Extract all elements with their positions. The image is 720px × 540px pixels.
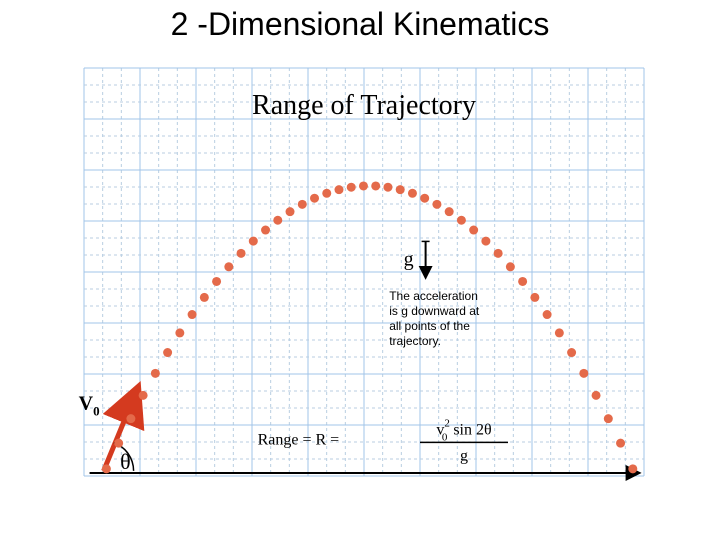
- trajectory-point: [212, 277, 221, 286]
- trajectory-point: [408, 189, 417, 198]
- trajectory-point: [371, 181, 380, 190]
- trajectory-point: [286, 207, 295, 216]
- trajectory-point: [469, 226, 478, 235]
- trajectory-point: [151, 369, 160, 378]
- trajectory-point: [616, 439, 625, 448]
- trajectory-point: [126, 414, 135, 423]
- acceleration-note: all points of the: [389, 319, 470, 333]
- trajectory-point: [396, 185, 405, 194]
- trajectory-point: [224, 262, 233, 271]
- acceleration-note: is g downward at: [389, 304, 480, 318]
- theta-label: θ: [120, 449, 131, 474]
- trajectory-point: [334, 185, 343, 194]
- trajectory-point: [347, 183, 356, 192]
- trajectory-point: [628, 464, 637, 473]
- page-title: 2 -Dimensional Kinematics: [0, 6, 720, 43]
- range-eq-numerator: v20 sin 2θ: [436, 417, 491, 443]
- trajectory-point: [175, 328, 184, 337]
- trajectory-point: [543, 310, 552, 319]
- trajectory-point: [359, 181, 368, 190]
- trajectory-point: [261, 226, 270, 235]
- acceleration-note: trajectory.: [389, 334, 441, 348]
- trajectory-point: [310, 194, 319, 203]
- trajectory-point: [432, 200, 441, 209]
- trajectory-point: [592, 391, 601, 400]
- trajectory-point: [604, 414, 613, 423]
- range-eq-denominator: g: [460, 447, 468, 464]
- trajectory-point: [237, 249, 246, 258]
- trajectory-point: [506, 262, 515, 271]
- trajectory-point: [481, 237, 490, 246]
- trajectory-point: [139, 391, 148, 400]
- trajectory-point: [163, 348, 172, 357]
- trajectory-point: [322, 189, 331, 198]
- trajectory-point: [420, 194, 429, 203]
- trajectory-point: [530, 293, 539, 302]
- trajectory-point: [567, 348, 576, 357]
- trajectory-point: [457, 216, 466, 225]
- trajectory-point: [518, 277, 527, 286]
- v0-label: V0: [79, 393, 100, 419]
- trajectory-point: [579, 369, 588, 378]
- trajectory-point: [188, 310, 197, 319]
- figure-title: Range of Trajectory: [252, 90, 476, 121]
- g-label: g: [404, 248, 414, 270]
- trajectory-point: [445, 207, 454, 216]
- trajectory-point: [249, 237, 258, 246]
- trajectory-point: [114, 439, 123, 448]
- range-eq-left: Range = R =: [258, 431, 340, 448]
- trajectory-point: [200, 293, 209, 302]
- trajectory-figure: Range of Trajectory V0 θ g The accelerationi…: [74, 58, 654, 504]
- trajectory-point: [273, 216, 282, 225]
- trajectory-point: [383, 183, 392, 192]
- trajectory-point: [494, 249, 503, 258]
- acceleration-note: The acceleration: [389, 289, 478, 303]
- trajectory-point: [298, 200, 307, 209]
- trajectory-point: [555, 328, 564, 337]
- trajectory-point: [102, 464, 111, 473]
